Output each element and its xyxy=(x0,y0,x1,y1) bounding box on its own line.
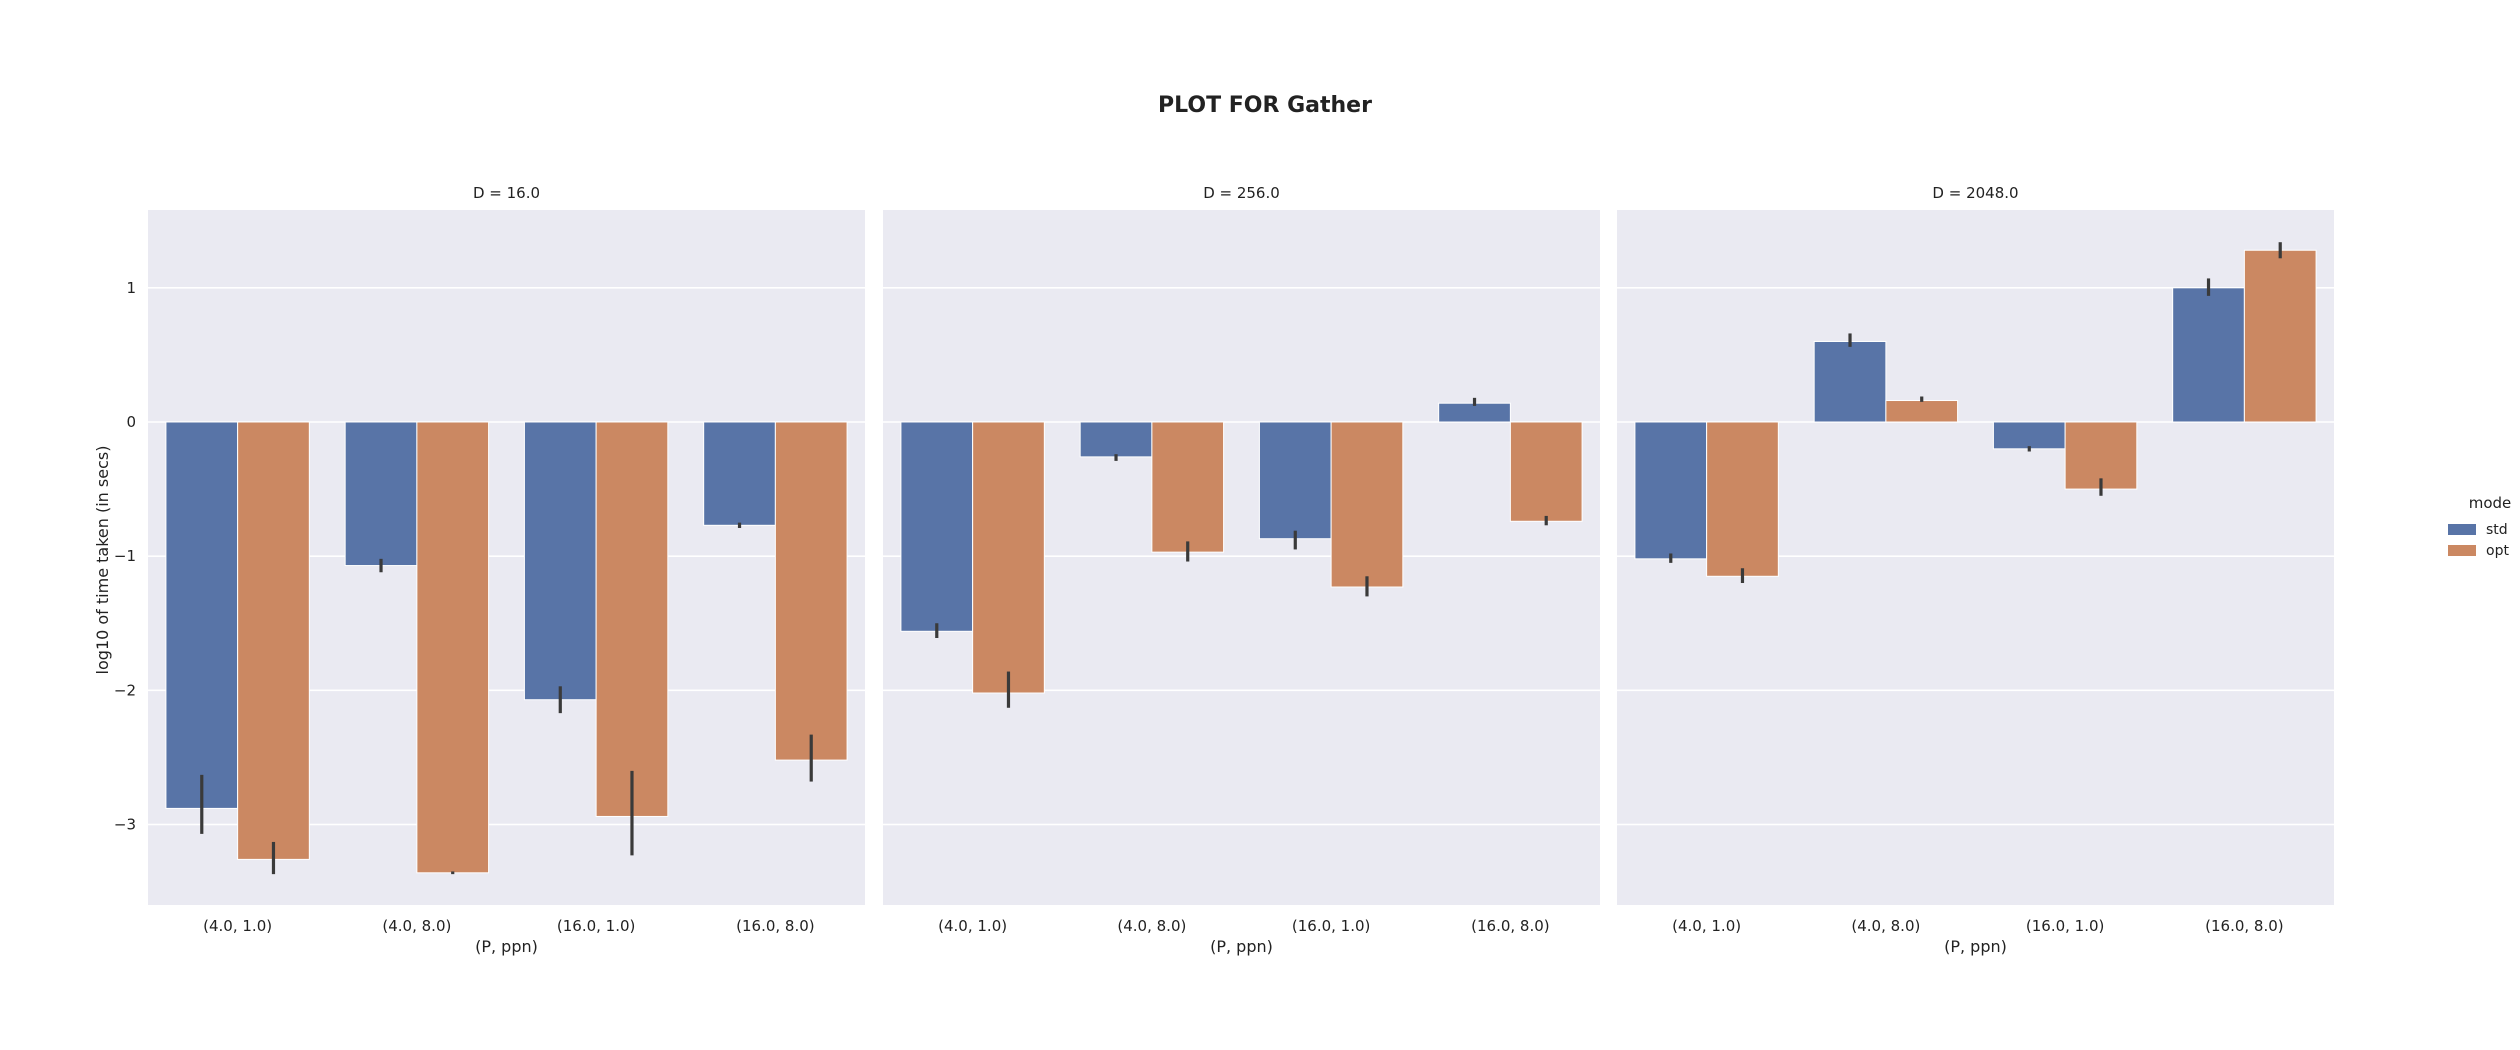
facet-panel: D = 256.0 (4.0, 1.0) (4.0, 8.0) (16.0, 1.0)… xyxy=(883,184,1600,956)
bar-std xyxy=(1258,421,1332,540)
x-tick-label: (16.0, 8.0) xyxy=(1471,917,1550,935)
legend-label-opt: opt xyxy=(2486,543,2509,559)
bar-std xyxy=(1813,340,1887,423)
bar-std xyxy=(165,421,239,809)
bar-opt xyxy=(1330,421,1404,588)
x-tick-label: (4.0, 8.0) xyxy=(1851,917,1920,935)
x-axis-label: (P, ppn) xyxy=(1944,937,2007,956)
x-tick-label: (4.0, 1.0) xyxy=(203,917,272,935)
bar-std xyxy=(1992,421,2066,450)
bar-std xyxy=(703,421,776,526)
legend-swatch-opt xyxy=(2448,545,2476,556)
bar-std xyxy=(900,421,974,632)
y-tick-label: 0 xyxy=(126,413,136,431)
y-tick-label: −1 xyxy=(114,547,136,565)
bar-std xyxy=(344,421,418,567)
bar-opt xyxy=(2064,421,2138,490)
x-tick-label: (16.0, 8.0) xyxy=(2205,917,2284,935)
bar-std xyxy=(2172,287,2245,423)
y-tick-label: 1 xyxy=(126,279,136,297)
facet-title: D = 16.0 xyxy=(473,184,540,202)
bar-opt xyxy=(416,421,490,874)
bar-opt xyxy=(774,421,848,761)
y-axis-label: log10 of time taken (in secs) xyxy=(93,446,112,675)
facet-panel: D = 2048.0 (4.0, 1.0) (4.0, 8.0) (16.0, 1.0… xyxy=(1617,184,2334,956)
bar-std xyxy=(1079,421,1153,458)
bar-std xyxy=(523,421,597,701)
x-tick-label: (16.0, 1.0) xyxy=(2026,917,2105,935)
bar-opt xyxy=(1509,421,1583,522)
legend: mode std opt xyxy=(2448,494,2511,559)
facet-title: D = 256.0 xyxy=(1203,184,1280,202)
x-tick-label: (4.0, 1.0) xyxy=(1672,917,1741,935)
bar-std xyxy=(1438,402,1511,423)
y-tick-label: −3 xyxy=(114,815,136,833)
bar-opt xyxy=(1151,421,1225,553)
chart-title: PLOT FOR Gather xyxy=(1158,93,1372,118)
bar-opt xyxy=(2243,249,2317,423)
x-tick-label: (16.0, 1.0) xyxy=(557,917,636,935)
x-tick-label: (4.0, 8.0) xyxy=(1117,917,1186,935)
bar-opt xyxy=(237,421,310,860)
x-tick-label: (16.0, 1.0) xyxy=(1292,917,1371,935)
bar-opt xyxy=(595,421,669,817)
x-axis-label: (P, ppn) xyxy=(475,937,538,956)
x-tick-label: (4.0, 1.0) xyxy=(938,917,1007,935)
legend-label-std: std xyxy=(2486,522,2508,538)
x-axis-label: (P, ppn) xyxy=(1210,937,1273,956)
legend-swatch-std xyxy=(2448,524,2476,535)
y-tick-label: −2 xyxy=(114,681,136,699)
bar-opt xyxy=(1885,400,1959,423)
facet-panels: D = 16.0 (4.0, 1.0) (4.0, 8.0) (16.0, 1.0) (… xyxy=(114,184,2334,956)
bar-std xyxy=(1634,421,1708,560)
legend-title: mode xyxy=(2469,494,2512,512)
facet-panel: D = 16.0 (4.0, 1.0) (4.0, 8.0) (16.0, 1.0) (… xyxy=(114,184,865,956)
facet-title: D = 2048.0 xyxy=(1932,184,2018,202)
x-tick-label: (16.0, 8.0) xyxy=(736,917,815,935)
bar-opt xyxy=(1706,421,1779,577)
x-tick-label: (4.0, 8.0) xyxy=(382,917,451,935)
bar-opt xyxy=(972,421,1045,694)
